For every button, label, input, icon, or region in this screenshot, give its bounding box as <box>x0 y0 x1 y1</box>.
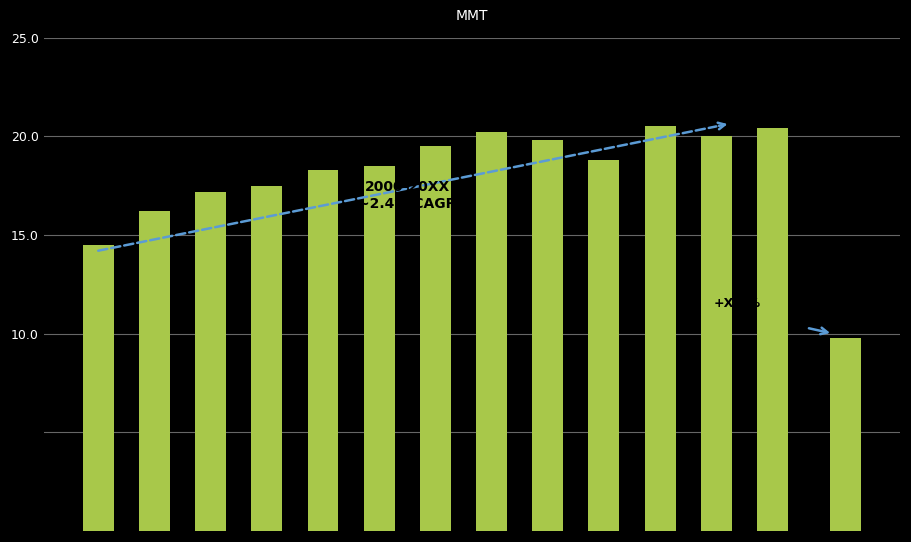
Text: +X.X%: +X.X% <box>714 298 762 311</box>
Text: MMT: MMT <box>456 9 488 23</box>
Bar <box>139 211 169 531</box>
Bar <box>476 132 507 531</box>
Bar <box>308 170 338 531</box>
Bar <box>420 146 451 531</box>
Bar <box>589 160 619 531</box>
Bar <box>251 185 282 531</box>
Bar <box>830 338 861 531</box>
Text: 2000-20XX
~2.4% CAGR: 2000-20XX ~2.4% CAGR <box>358 180 456 211</box>
Bar <box>363 166 394 531</box>
Bar <box>757 128 788 531</box>
Bar <box>195 191 226 531</box>
Bar <box>83 245 114 531</box>
Bar <box>701 136 732 531</box>
Bar <box>645 126 676 531</box>
Bar <box>532 140 563 531</box>
